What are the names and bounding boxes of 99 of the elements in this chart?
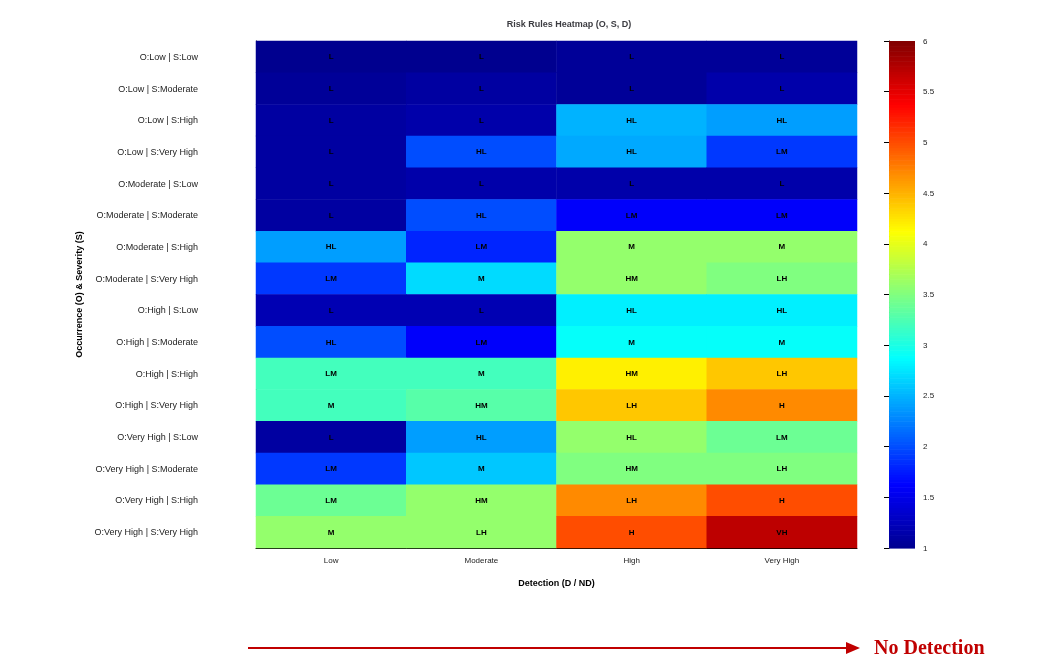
data-label: M	[327, 400, 335, 410]
x-tick-label: Moderate	[464, 555, 499, 565]
color-bar-label: 5.5	[923, 87, 935, 97]
data-label: M	[327, 527, 335, 537]
y-tick-label: O:High | S:Moderate	[116, 337, 198, 348]
data-label: HL	[776, 115, 788, 125]
color-bar-label: 6	[923, 36, 928, 46]
data-label: LM	[325, 495, 338, 505]
y-tick-label: O:Low | S:High	[137, 115, 198, 126]
x-tick-label: High	[623, 555, 640, 565]
y-tick-label: O:Low | S:Low	[139, 51, 199, 62]
data-label: L	[328, 115, 334, 125]
data-label: HM	[625, 369, 639, 379]
data-label: HL	[776, 305, 788, 315]
data-label: L	[328, 210, 334, 220]
data-label: L	[779, 52, 785, 62]
data-label: L	[328, 432, 334, 442]
data-label: HL	[626, 432, 638, 442]
y-tick-label: O:Moderate | S:Low	[118, 178, 199, 189]
data-label: H	[778, 495, 785, 505]
data-label: HL	[476, 210, 487, 220]
data-label: M	[628, 242, 636, 252]
color-bar-label: 2	[923, 442, 928, 452]
color-bar-label: 4	[923, 239, 928, 249]
data-label: M	[478, 464, 486, 474]
y-tick-label: O:Moderate | S:High	[116, 241, 198, 252]
text: No Detection	[874, 636, 985, 659]
color-bar-label: 3	[923, 340, 928, 350]
data-label: HM	[625, 274, 639, 284]
y-tick-label: O:Moderate | S:Very High	[95, 273, 198, 284]
data-label: L	[629, 179, 635, 189]
color-bar-label: 1.5	[923, 492, 935, 502]
data-label: M	[478, 369, 486, 379]
data-label: HL	[476, 432, 487, 442]
data-label: L	[328, 179, 334, 189]
data-label: VH	[776, 527, 788, 537]
data-label: LH	[626, 495, 638, 505]
data-label: HM	[475, 400, 488, 410]
data-label: HL	[325, 242, 337, 252]
color-bar-label: 5	[923, 137, 928, 147]
x-tick-label: Low	[323, 555, 339, 565]
data-label: L	[478, 305, 484, 315]
y-tick-label: O:Moderate | S:Moderate	[96, 210, 198, 221]
data-label: L	[629, 52, 635, 62]
data-label: LH	[776, 369, 788, 379]
data-label: M	[778, 337, 786, 347]
y-axis-title: Occurrence (O) & Severity (S)	[74, 231, 85, 358]
data-label: L	[328, 52, 334, 62]
data-label: LM	[325, 369, 338, 379]
y-tick-label: O:High | S:High	[135, 368, 198, 379]
data-label: LH	[776, 464, 788, 474]
data-label: L	[478, 52, 484, 62]
y-tick-label: O:Low | S:Moderate	[118, 83, 198, 94]
chart-title: Risk Rules Heatmap (O, S, D)	[506, 18, 632, 29]
data-label: LM	[475, 337, 488, 347]
data-label: L	[779, 84, 785, 94]
y-tick-label: O:High | S:Very High	[115, 400, 198, 411]
y-tick-label: O:Very High | S:High	[115, 495, 198, 506]
data-label: L	[328, 147, 334, 157]
data-label: L	[779, 179, 785, 189]
data-label: LM	[776, 147, 788, 157]
data-label: L	[478, 179, 484, 189]
data-label: LM	[475, 242, 488, 252]
data-label: L	[478, 84, 484, 94]
y-tick-label: O:High | S:Low	[137, 305, 199, 316]
y-tick-label: O:Very High | S:Moderate	[95, 463, 198, 474]
x-axis-title: Detection (D / ND)	[518, 577, 595, 588]
data-label: M	[628, 337, 636, 347]
data-label: LM	[325, 464, 338, 474]
data-label: H	[778, 400, 785, 410]
data-label: HM	[475, 495, 488, 505]
data-label: LH	[626, 400, 638, 410]
data-label: LM	[625, 210, 638, 220]
color-bar-label: 4.5	[923, 188, 935, 198]
data-label: L	[478, 115, 484, 125]
data-label: LM	[325, 274, 338, 284]
x-tick-label: Very High	[764, 555, 800, 565]
data-label: LM	[776, 210, 788, 220]
color-bar-label: 2.5	[923, 391, 935, 401]
data-label: HL	[626, 115, 638, 125]
color-bar-label: 3.5	[923, 290, 935, 299]
color-bar-label: 1	[923, 543, 928, 553]
data-label: L	[328, 305, 334, 315]
data-label: H	[628, 527, 635, 537]
data-label: L	[629, 84, 635, 94]
data-label: HL	[626, 147, 638, 157]
data-label: L	[328, 84, 334, 94]
data-label: HL	[325, 337, 337, 347]
data-label: LM	[776, 432, 788, 442]
data-label: LH	[776, 274, 788, 284]
y-tick-label: O:Very High | S:Low	[117, 432, 199, 443]
data-label: HL	[476, 147, 487, 157]
y-tick-label: O:Very High | S:Very High	[94, 527, 198, 538]
data-label: M	[478, 274, 486, 284]
data-label: M	[778, 242, 786, 252]
data-label: HM	[625, 464, 639, 474]
y-tick-label: O:Low | S:Very High	[117, 146, 198, 157]
data-label: LH	[476, 527, 487, 537]
data-label: HL	[626, 305, 638, 315]
